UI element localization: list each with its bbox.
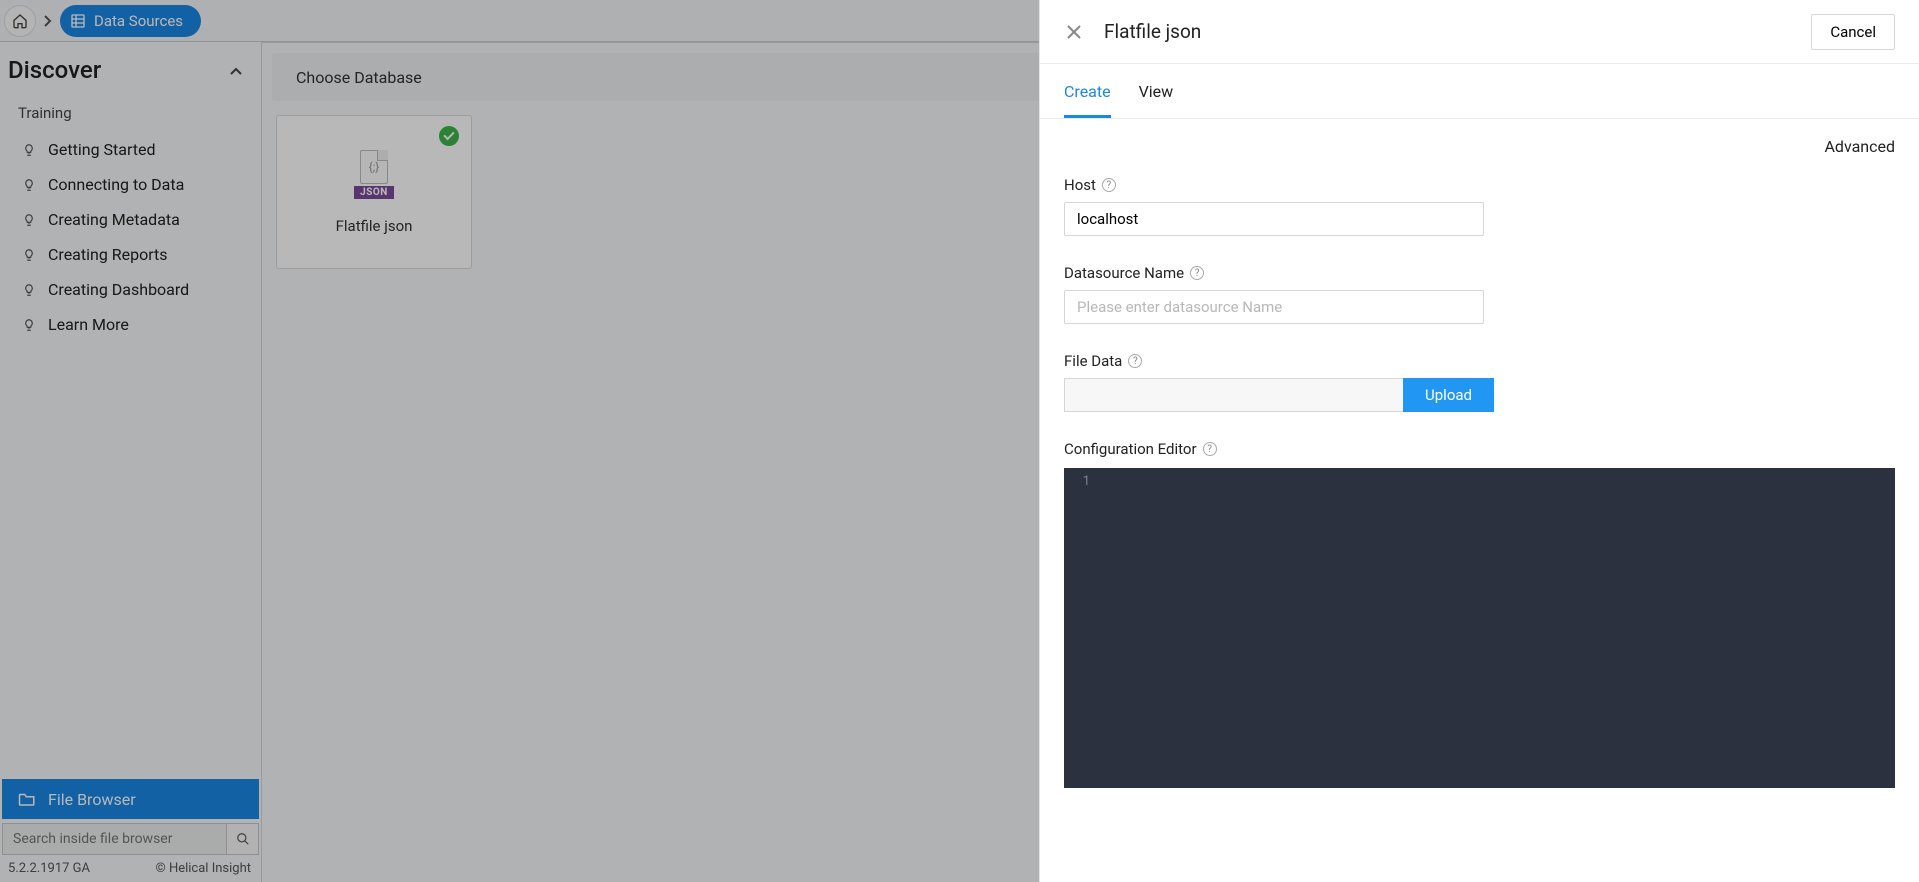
host-input[interactable] (1064, 202, 1484, 236)
version-label: 5.2.2.1917 GA (8, 861, 90, 876)
sidebar-item-label: Getting Started (48, 140, 156, 159)
file-data-input[interactable] (1064, 378, 1403, 412)
sidebar-item-creating-dashboard[interactable]: Creating Dashboard (0, 272, 261, 307)
bulb-icon (22, 178, 36, 192)
datasource-name-input[interactable] (1064, 290, 1484, 324)
drawer-title: Flatfile json (1104, 20, 1201, 43)
drawer-header: Flatfile json Cancel (1040, 0, 1919, 64)
close-icon[interactable] (1064, 22, 1084, 42)
datasource-name-label: Datasource Name ? (1064, 264, 1895, 282)
sidebar-item-label: Connecting to Data (48, 175, 184, 194)
help-icon[interactable]: ? (1102, 178, 1116, 192)
datasource-tile-flatfile-json[interactable]: {;} JSON Flatfile json (276, 115, 472, 269)
discover-title: Discover (8, 56, 101, 84)
sidebar-item-learn-more[interactable]: Learn More (0, 307, 261, 342)
bulb-icon (22, 318, 36, 332)
sidebar-item-label: Creating Reports (48, 245, 168, 264)
sidebar-item-getting-started[interactable]: Getting Started (0, 132, 261, 167)
breadcrumb-data-sources[interactable]: Data Sources (60, 5, 201, 37)
file-browser-button[interactable]: File Browser (2, 779, 259, 819)
json-file-icon: {;} JSON (354, 150, 394, 199)
discover-header[interactable]: Discover (0, 42, 261, 90)
search-row (0, 821, 261, 857)
sidebar-item-label: Creating Dashboard (48, 280, 189, 299)
sidebar-item-connecting-to-data[interactable]: Connecting to Data (0, 167, 261, 202)
configuration-editor[interactable]: 1 (1064, 468, 1895, 788)
home-icon[interactable] (4, 5, 36, 37)
tile-label: Flatfile json (336, 217, 413, 235)
help-icon[interactable]: ? (1128, 354, 1142, 368)
breadcrumb-label: Data Sources (94, 12, 183, 30)
file-browser-label: File Browser (48, 790, 136, 809)
sidebar-item-creating-metadata[interactable]: Creating Metadata (0, 202, 261, 237)
bulb-icon (22, 213, 36, 227)
search-icon (236, 832, 250, 846)
config-editor-label: Configuration Editor ? (1064, 440, 1895, 458)
drawer-tabs: Create View (1040, 64, 1919, 119)
search-button[interactable] (227, 823, 259, 855)
database-icon (70, 13, 86, 29)
bulb-icon (22, 143, 36, 157)
sidebar-item-label: Creating Metadata (48, 210, 180, 229)
drawer-tab-create[interactable]: Create (1064, 82, 1111, 118)
drawer-body: Advanced Host ? Datasource Name ? File D… (1040, 119, 1919, 882)
chevron-up-icon (229, 61, 243, 80)
file-data-row: Upload (1064, 378, 1494, 412)
help-icon[interactable]: ? (1190, 266, 1204, 280)
check-icon (439, 126, 459, 146)
training-label: Training (0, 90, 261, 132)
drawer-tab-view[interactable]: View (1139, 82, 1174, 118)
host-label: Host ? (1064, 176, 1895, 194)
search-input[interactable] (2, 823, 227, 855)
advanced-link[interactable]: Advanced (1064, 137, 1895, 166)
bulb-icon (22, 248, 36, 262)
editor-code-area[interactable] (1100, 468, 1895, 788)
folder-icon (18, 791, 36, 807)
drawer-flatfile-json: Flatfile json Cancel Create View Advance… (1039, 0, 1919, 882)
editor-line-number: 1 (1064, 468, 1100, 788)
help-icon[interactable]: ? (1203, 442, 1217, 456)
bulb-icon (22, 283, 36, 297)
chevron-right-icon (36, 5, 60, 37)
sidebar-footer: 5.2.2.1917 GA © Helical Insight (0, 857, 261, 882)
brand-label: © Helical Insight (155, 861, 251, 876)
sidebar-item-label: Learn More (48, 315, 129, 334)
upload-button[interactable]: Upload (1403, 378, 1494, 412)
choose-database-title: Choose Database (296, 68, 422, 87)
sidebar: Discover Training Getting Started Connec… (0, 42, 262, 882)
file-data-label: File Data ? (1064, 352, 1895, 370)
sidebar-item-creating-reports[interactable]: Creating Reports (0, 237, 261, 272)
cancel-button[interactable]: Cancel (1811, 14, 1895, 50)
